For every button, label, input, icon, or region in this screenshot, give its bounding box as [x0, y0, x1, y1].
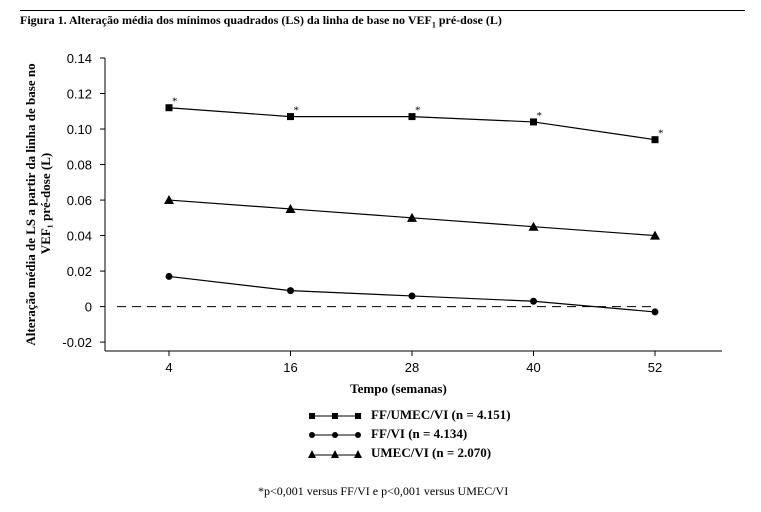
y-tick-label: 0.12 [67, 87, 92, 102]
figure-title: Figura 1. Alteração média dos mínimos qu… [20, 13, 502, 29]
legend-label: FF/VI (n = 4.134) [371, 426, 468, 441]
y-tick-label: -0.02 [62, 335, 92, 350]
x-tick-label: 4 [165, 360, 172, 375]
y-tick-label: 0.04 [67, 229, 92, 244]
data-point-circle [651, 308, 659, 316]
y-tick-label: 0.10 [67, 122, 92, 137]
significance-asterisk: * [537, 110, 543, 122]
data-point-circle [165, 272, 173, 280]
x-tick-label: 40 [526, 360, 540, 375]
figure-title-subscript: 1 [431, 20, 436, 30]
y-tick-label: 0.14 [67, 51, 92, 66]
data-point-triangle [407, 212, 417, 222]
legend-symbol-triangle [308, 450, 362, 458]
footnote: *p<0,001 versus FF/VI e p<0,001 versus U… [258, 484, 509, 498]
y-axis-title-line2: VEF₁ pré-dose (L) [38, 153, 53, 254]
y-tick-label: 0 [85, 300, 92, 315]
figure-title-suffix: pré-dose (L) [435, 13, 502, 27]
significance-asterisk: * [172, 96, 178, 108]
y-tick-label: 0.08 [67, 158, 92, 173]
data-point-triangle [650, 230, 660, 240]
series-triangle [164, 195, 660, 240]
data-point-square [165, 104, 173, 112]
y-tick-label: 0.06 [67, 193, 92, 208]
legend-symbol-circle [309, 432, 361, 438]
data-point-circle [530, 297, 537, 305]
x-axis-title: Tempo (semanas) [350, 381, 447, 396]
series-square: * * * * * [165, 96, 664, 144]
y-axis-title-line1: Alteração média de LS a partir da linha … [23, 63, 38, 345]
significance-asterisk: * [658, 128, 664, 140]
data-point-triangle [164, 195, 174, 205]
significance-asterisk: * [415, 105, 421, 117]
x-tick-label: 28 [405, 360, 419, 375]
data-point-circle [408, 292, 416, 300]
figure-title-text: Figura 1. Alteração média dos mínimos qu… [20, 13, 432, 27]
axes [100, 57, 722, 356]
data-point-square [287, 113, 294, 121]
series-line [168, 107, 656, 141]
x-tick-label: 16 [283, 360, 297, 375]
y-tick-label: 0.02 [67, 264, 92, 279]
legend-symbol-square [309, 413, 361, 419]
x-tick-label: 52 [648, 360, 662, 375]
data-point-triangle [528, 221, 539, 231]
line-chart: -0.02 0 0.02 0.04 0.06 0.08 0.10 0.12 0.14 4 16 28… [23, 51, 722, 396]
y-tick-labels: -0.02 0 0.02 0.04 0.06 0.08 0.10 0.12 0.14 [62, 51, 92, 350]
data-point-circle [287, 287, 294, 295]
data-point-triangle [285, 203, 296, 213]
data-point-square [530, 118, 537, 126]
significance-asterisk: * [294, 105, 300, 117]
data-point-square [408, 113, 416, 121]
data-point-square [651, 136, 659, 144]
series-circle [165, 272, 659, 316]
top-rule [20, 10, 745, 11]
legend-label: FF/UMEC/VI (n = 4.151) [371, 407, 511, 422]
legend-label: UMEC/VI (n = 2.070) [371, 445, 492, 460]
series-group: * * * * * [164, 96, 664, 316]
x-tick-labels: 4 16 28 40 52 [165, 360, 662, 375]
